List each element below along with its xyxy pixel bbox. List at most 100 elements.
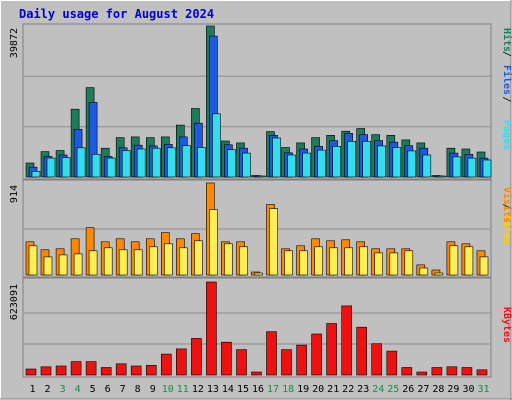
bar-pages-day-4 [76, 147, 86, 178]
bar-sites-day-2 [43, 256, 53, 276]
x-tick-label: 16 [252, 384, 264, 395]
x-tick-label: 29 [447, 384, 459, 395]
bar-kbytes-day-16 [251, 371, 262, 376]
bar-pages-day-25 [392, 147, 402, 178]
bar-pages-day-24 [377, 145, 387, 178]
y-max-label: 914 [9, 185, 20, 203]
axis-label-separator: / [501, 203, 512, 209]
bar-sites-day-21 [329, 247, 338, 276]
bar-pages-day-27 [422, 154, 432, 178]
bar-pages-day-7 [121, 150, 131, 178]
x-tick-label: 17 [267, 384, 279, 395]
bar-kbytes-day-29 [446, 366, 458, 376]
bar-kbytes-day-15 [236, 349, 247, 376]
x-tick-label: 13 [207, 384, 219, 395]
bar-sites-day-4 [73, 253, 83, 276]
bar-pages-day-10 [167, 147, 176, 178]
x-tick-label: 5 [90, 384, 96, 395]
bar-pages-day-15 [242, 152, 251, 178]
bar-pages-day-21 [332, 146, 341, 178]
x-tick-label: 31 [477, 384, 489, 395]
bar-sites-day-24 [374, 252, 384, 276]
axis-label-files: Files [501, 65, 512, 95]
bar-sites-day-1 [28, 245, 38, 276]
bar-sites-day-29 [449, 245, 459, 276]
bar-sites-day-19 [299, 250, 308, 276]
axis-label-visits: Visits [501, 187, 512, 223]
x-tick-label: 28 [432, 384, 444, 395]
bar-pages-day-19 [302, 152, 311, 178]
bar-sites-day-10 [164, 243, 173, 276]
x-tick-label: 12 [192, 384, 204, 395]
bar-sites-day-6 [103, 247, 113, 276]
x-tick-label: 21 [327, 384, 339, 395]
x-tick-label: 18 [282, 384, 294, 395]
bar-sites-day-8 [133, 249, 143, 276]
bar-sites-day-25 [389, 252, 399, 276]
bar-kbytes-day-20 [311, 333, 322, 376]
bar-kbytes-day-9 [146, 364, 157, 376]
bar-kbytes-day-24 [371, 343, 383, 376]
bar-pages-day-5 [91, 154, 101, 178]
bar-pages-day-22 [347, 141, 357, 178]
x-tick-label: 19 [297, 384, 309, 395]
bar-pages-day-28 [437, 175, 447, 178]
bar-kbytes-day-4 [70, 361, 82, 376]
x-tick-label: 8 [135, 384, 141, 395]
bar-pages-day-20 [317, 149, 326, 178]
bar-pages-day-18 [287, 154, 296, 178]
y-max-label: 39872 [9, 28, 20, 58]
bar-kbytes-day-10 [161, 353, 172, 376]
bar-sites-day-17 [269, 208, 278, 276]
bar-pages-day-26 [407, 150, 417, 178]
x-tick-label: 26 [402, 384, 414, 395]
bar-kbytes-day-26 [401, 367, 413, 376]
bar-kbytes-day-30 [461, 367, 473, 376]
bar-pages-day-30 [467, 157, 477, 178]
bar-pages-day-23 [362, 141, 372, 178]
x-tick-label: 2 [44, 384, 50, 395]
axis-label-sites: Sites [501, 215, 512, 245]
bar-pages-day-3 [61, 157, 71, 178]
bar-pages-day-17 [272, 137, 281, 178]
bar-kbytes-day-17 [266, 331, 277, 376]
bar-kbytes-day-1 [25, 368, 37, 376]
axis-label-pages: Pages [501, 120, 512, 150]
bar-kbytes-day-21 [326, 323, 337, 376]
bar-pages-day-31 [482, 159, 492, 178]
x-tick-label: 27 [417, 384, 429, 395]
bar-sites-day-5 [88, 250, 98, 276]
bar-kbytes-day-14 [221, 341, 232, 376]
bar-pages-day-9 [152, 147, 161, 178]
bar-sites-day-26 [404, 250, 414, 276]
x-tick-label: 1 [29, 384, 35, 395]
bar-pages-day-1 [31, 171, 41, 178]
x-tick-label: 22 [342, 384, 354, 395]
x-tick-label: 15 [237, 384, 249, 395]
x-tick-label: 30 [462, 384, 474, 395]
x-tick-label: 23 [357, 384, 369, 395]
bar-pages-day-8 [136, 148, 146, 178]
bar-kbytes-day-19 [296, 344, 307, 376]
bar-pages-day-11 [182, 145, 191, 178]
bar-kbytes-day-12 [191, 338, 202, 376]
chart-title: Daily usage for August 2024 [19, 7, 214, 21]
bar-kbytes-day-28 [431, 367, 443, 376]
bar-sites-day-9 [149, 246, 158, 276]
x-tick-label: 14 [222, 384, 234, 395]
bar-sites-day-11 [179, 247, 188, 276]
x-axis-labels: 1 2 3 4 5 6 7 8 9 10 11 12 13 14 15 16 17 18 19 20 21 22 23 24 2… [29, 384, 489, 395]
bar-kbytes-day-23 [356, 326, 368, 376]
panel-frame-kbytes [22, 277, 492, 378]
axis-label-separator: / [501, 51, 512, 57]
bar-sites-day-20 [314, 246, 323, 276]
bar-pages-day-12 [197, 147, 206, 178]
axis-label-separator: / [501, 96, 512, 102]
x-tick-label: 10 [162, 384, 174, 395]
bar-sites-day-14 [224, 243, 233, 276]
bar-kbytes-day-8 [130, 365, 142, 376]
y-max-label: 623091 [9, 284, 20, 320]
bar-sites-day-16 [254, 272, 263, 276]
x-tick-label: 20 [312, 384, 324, 395]
